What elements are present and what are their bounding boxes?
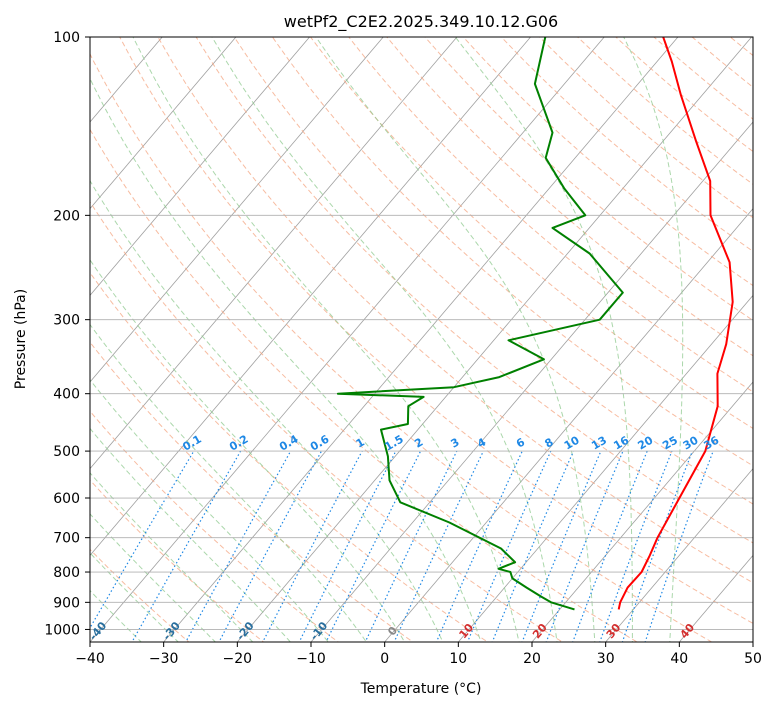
- y-tick-label: 900: [53, 595, 80, 611]
- isotherm-line: [90, 37, 532, 556]
- moist-adiabat: [90, 427, 291, 642]
- x-tick-label: 30: [597, 651, 615, 667]
- x-axis: −40 −30 −20 −10 0 10 20 30 40 50: [75, 642, 762, 667]
- isotherm-line: [310, 121, 753, 642]
- y-tick-label: 100: [53, 30, 80, 46]
- y-tick-label: 300: [53, 313, 80, 329]
- isotherm-line: [531, 381, 753, 642]
- moist-adiabat: [132, 37, 520, 642]
- chart-title: wetPf2_C2E2.2025.349.10.12.G06: [284, 12, 558, 32]
- moist-adiabat: [90, 77, 482, 642]
- moist-adiabat: [90, 513, 217, 642]
- dry-adiabat: [157, 37, 753, 584]
- y-tick-label: 700: [53, 531, 80, 547]
- moist-adiabat: [90, 552, 179, 642]
- isotherm-lines: [90, 37, 753, 642]
- y-axis-label: Pressure (hPa): [13, 289, 29, 389]
- isotherm-line: [163, 37, 679, 642]
- sounding-series: [336, 37, 734, 611]
- plot-background: [90, 37, 753, 642]
- dry-adiabat: [90, 410, 340, 642]
- isotherm-line: [384, 208, 753, 642]
- moist-adiabat: [90, 323, 368, 642]
- dry-adiabat: [90, 201, 564, 642]
- isotherm-line: [90, 37, 384, 383]
- dry-adiabat: [119, 37, 753, 624]
- y-tick-label: 400: [53, 387, 80, 403]
- isotherm-line: [457, 294, 753, 642]
- dry-adiabat: [90, 271, 489, 642]
- x-tick-label: −10: [296, 651, 326, 667]
- isotherm-line: [90, 37, 311, 296]
- dry-adiabat: [233, 37, 753, 505]
- dry-adiabat: [424, 37, 753, 322]
- moist-adiabat: [90, 589, 142, 642]
- isotherm-line: [605, 468, 753, 642]
- x-tick-label: 10: [449, 651, 467, 667]
- isotherm-line: [90, 37, 163, 123]
- y-axis: 100 200 300 400 500 600 700 800 900 1000: [44, 30, 90, 638]
- x-tick-label: 40: [670, 651, 688, 667]
- dewpoint-line: [336, 37, 624, 611]
- y-tick-label: 800: [53, 565, 80, 581]
- x-tick-label: 0: [380, 651, 389, 667]
- x-tick-label: −30: [149, 651, 179, 667]
- dry-adiabat: [90, 341, 414, 642]
- isotherm-line: [236, 37, 753, 642]
- isotherm-line: [90, 37, 237, 210]
- x-tick-label: 20: [523, 651, 541, 667]
- y-tick-label: 200: [53, 208, 80, 224]
- temperature-line: [617, 37, 734, 610]
- isotherm-line: [90, 37, 605, 642]
- dry-adiabat: [90, 479, 265, 642]
- dry-adiabats: [90, 37, 753, 642]
- x-tick-label: −20: [223, 651, 253, 667]
- moist-adiabat: [211, 37, 558, 642]
- dry-adiabat: [386, 37, 753, 357]
- y-tick-label: 500: [53, 444, 80, 460]
- isotherm-line: [90, 37, 458, 470]
- dry-adiabat: [462, 37, 753, 287]
- y-tick-label: 600: [53, 491, 80, 507]
- plot-frame: [89, 36, 754, 643]
- x-tick-label: 50: [744, 651, 762, 667]
- x-tick-label: −40: [75, 651, 105, 667]
- x-axis-label: Temperature (°C): [360, 681, 482, 697]
- dry-adiabat: [90, 548, 190, 642]
- dry-adiabat: [271, 37, 753, 467]
- dry-adiabat: [90, 128, 638, 642]
- y-tick-label: 1000: [44, 622, 80, 638]
